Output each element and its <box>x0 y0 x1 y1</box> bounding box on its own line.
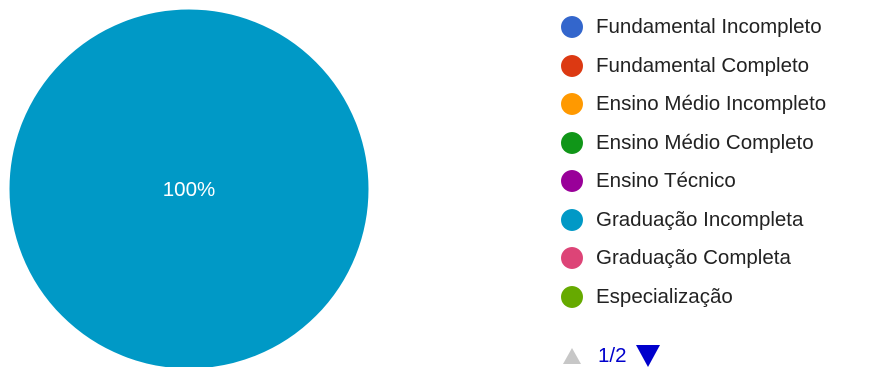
legend-item[interactable]: Ensino Médio Completo <box>561 124 826 163</box>
legend-item[interactable]: Ensino Técnico <box>561 162 826 201</box>
legend-pager: 1/2 <box>563 344 660 368</box>
triangle-down-icon[interactable] <box>635 345 660 367</box>
legend-label: Ensino Médio Incompleto <box>596 92 827 116</box>
legend-item[interactable]: Graduação Completa <box>561 239 826 278</box>
legend-label: Fundamental Completo <box>596 53 810 77</box>
legend-swatch-icon <box>561 93 583 116</box>
legend-swatch-icon <box>561 131 583 154</box>
pie-chart-svg: 100% <box>8 8 370 367</box>
legend-label: Ensino Médio Completo <box>596 130 814 154</box>
legend-label: Especialização <box>596 284 733 308</box>
legend-item[interactable]: Especialização <box>561 278 826 317</box>
legend-swatch-icon <box>561 208 583 231</box>
legend-item[interactable]: Ensino Médio Incompleto <box>561 85 826 124</box>
legend-item[interactable]: Fundamental Completo <box>561 47 826 86</box>
legend-swatch-icon <box>561 247 583 270</box>
legend-swatch-icon <box>561 16 583 39</box>
pie-slice[interactable] <box>8 8 370 367</box>
legend-swatch-icon <box>561 285 583 308</box>
legend-label: Graduação Completa <box>596 246 791 270</box>
legend-swatch-icon <box>561 54 583 77</box>
pie-chart: 100% <box>0 0 390 367</box>
triangle-up-icon[interactable] <box>563 348 581 364</box>
legend-item[interactable]: Graduação Incompleta <box>561 201 826 240</box>
legend-label: Ensino Técnico <box>596 169 736 193</box>
legend-label: Fundamental Incompleto <box>596 15 822 39</box>
legend-swatch-icon <box>561 170 583 193</box>
pager-page-indicator: 1/2 <box>598 344 627 367</box>
legend-label: Graduação Incompleta <box>596 207 804 231</box>
legend-item[interactable]: Fundamental Incompleto <box>561 8 826 47</box>
chart-legend: Fundamental Incompleto Fundamental Compl… <box>561 8 826 316</box>
pie-slice-label: 100% <box>163 178 215 201</box>
